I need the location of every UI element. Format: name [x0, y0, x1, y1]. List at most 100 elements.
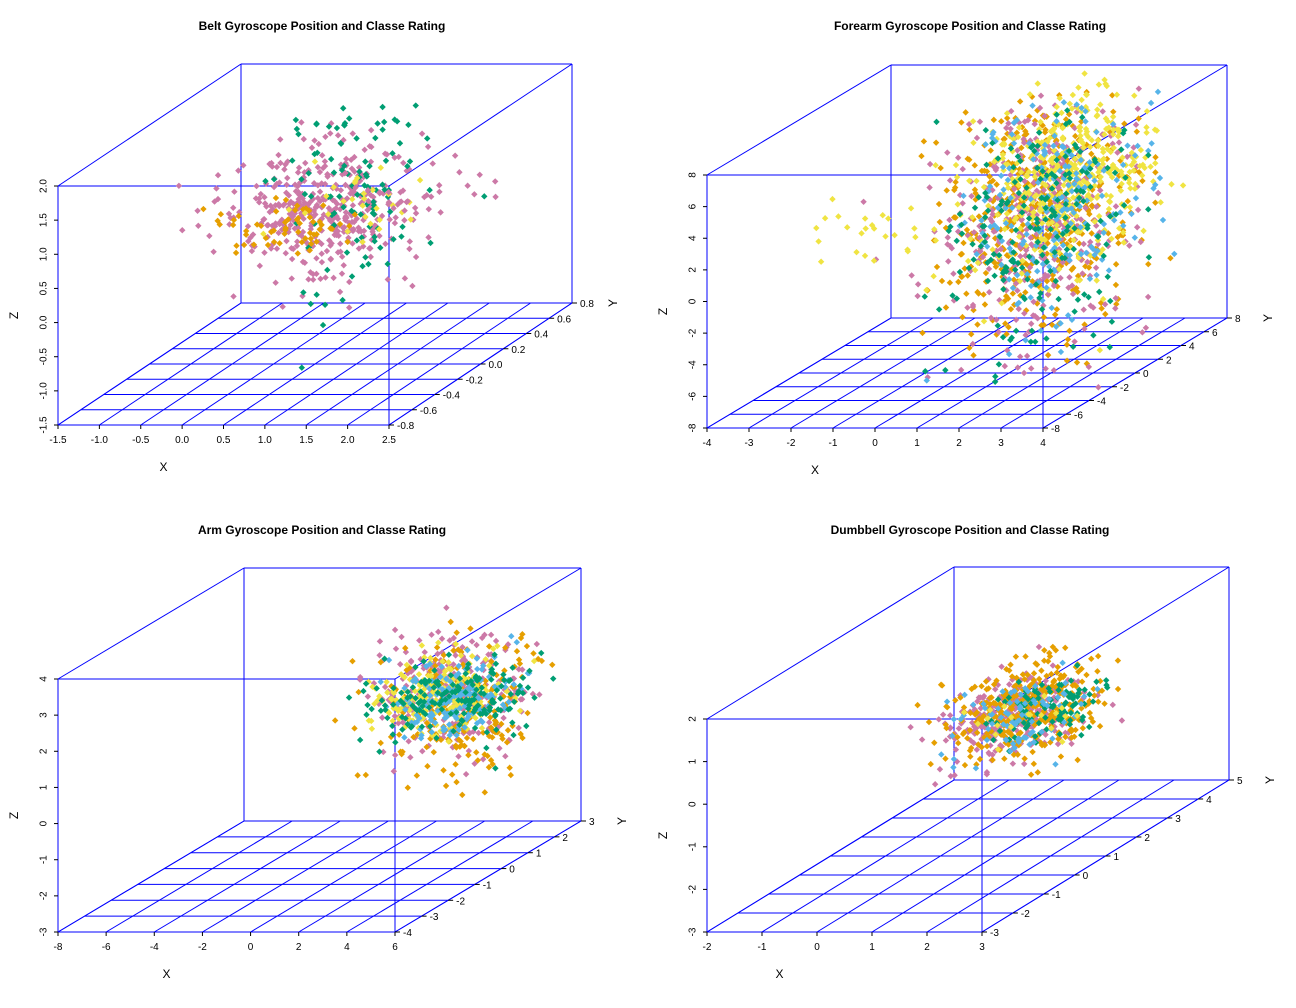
data-point — [500, 693, 507, 700]
z-tick-label: 0 — [39, 820, 50, 826]
data-point — [401, 674, 408, 681]
scatter-points — [813, 70, 1187, 391]
data-point — [377, 244, 384, 251]
data-point — [1121, 120, 1128, 127]
data-point — [1055, 212, 1062, 220]
data-point — [996, 191, 1004, 199]
data-point — [406, 676, 414, 683]
data-point — [505, 677, 513, 685]
data-point — [453, 778, 460, 786]
data-point — [935, 200, 943, 208]
data-point — [1014, 718, 1021, 725]
data-point — [1033, 187, 1041, 195]
data-point — [1007, 145, 1015, 152]
data-point — [1038, 667, 1045, 674]
data-point — [1051, 244, 1058, 251]
data-point — [918, 152, 925, 160]
data-point — [468, 697, 475, 704]
data-point — [907, 205, 915, 212]
data-point — [1054, 694, 1062, 701]
data-point — [1126, 203, 1134, 211]
data-point — [1023, 352, 1031, 360]
data-point — [1005, 184, 1012, 191]
data-point — [1033, 192, 1040, 199]
data-point — [421, 648, 428, 656]
data-point — [969, 214, 976, 221]
data-point — [1082, 108, 1089, 115]
data-point — [1007, 730, 1014, 737]
data-point — [958, 250, 966, 258]
z-tick-label: 2.0 — [39, 179, 50, 193]
data-point — [235, 167, 242, 174]
data-point — [997, 731, 1005, 738]
data-point — [295, 164, 303, 171]
data-point — [1034, 769, 1041, 776]
data-point — [1011, 178, 1019, 186]
data-point — [396, 661, 404, 668]
data-point — [1042, 718, 1049, 725]
data-point — [964, 304, 971, 311]
data-point — [1018, 216, 1025, 224]
data-point — [519, 734, 526, 742]
data-point — [1051, 209, 1058, 216]
data-point — [421, 654, 428, 661]
data-point — [310, 231, 318, 238]
x-tick-label: 1.5 — [299, 435, 313, 446]
data-point — [1145, 206, 1152, 213]
data-point — [1037, 175, 1044, 183]
data-point — [1052, 647, 1060, 654]
data-point — [457, 689, 464, 697]
data-point — [478, 666, 486, 673]
data-point — [404, 694, 411, 702]
data-point — [981, 238, 989, 246]
data-point — [351, 211, 359, 218]
data-point — [418, 732, 425, 739]
data-point — [1069, 343, 1077, 350]
data-point — [1040, 708, 1048, 715]
data-point — [519, 674, 527, 681]
data-point — [443, 604, 450, 611]
data-point — [1103, 192, 1110, 199]
data-point — [405, 121, 412, 129]
data-point — [248, 247, 256, 255]
data-point — [1077, 700, 1085, 708]
data-point — [507, 771, 515, 779]
data-point — [1026, 113, 1033, 120]
data-point — [817, 258, 825, 265]
data-point — [422, 710, 429, 718]
data-point — [1008, 334, 1015, 341]
data-point — [1068, 740, 1075, 748]
data-point — [995, 361, 1003, 368]
data-point — [323, 192, 330, 200]
data-point — [943, 187, 950, 194]
data-point — [1168, 181, 1175, 188]
data-point — [330, 274, 337, 282]
data-point — [1093, 255, 1100, 262]
data-point — [1012, 316, 1020, 323]
data-point — [1095, 698, 1102, 705]
data-point — [1085, 293, 1092, 301]
data-point — [1031, 246, 1039, 253]
data-point — [383, 151, 391, 158]
data-point — [194, 207, 201, 215]
data-point — [406, 238, 413, 245]
data-point — [426, 186, 433, 194]
data-point — [349, 240, 356, 247]
z-tick-label: -6 — [688, 391, 699, 400]
data-point — [471, 760, 478, 767]
data-point — [969, 240, 976, 248]
data-point — [1033, 215, 1041, 223]
data-point — [1101, 131, 1108, 138]
data-point — [1000, 286, 1007, 293]
data-point — [298, 364, 305, 371]
data-point — [935, 716, 943, 723]
data-point — [1088, 137, 1095, 144]
data-point — [1027, 234, 1034, 241]
data-point — [364, 187, 372, 194]
data-point — [435, 639, 442, 646]
data-point — [1167, 254, 1174, 262]
data-point — [1094, 240, 1102, 248]
data-point — [1047, 128, 1055, 135]
data-point — [956, 210, 964, 218]
data-point — [370, 198, 377, 206]
